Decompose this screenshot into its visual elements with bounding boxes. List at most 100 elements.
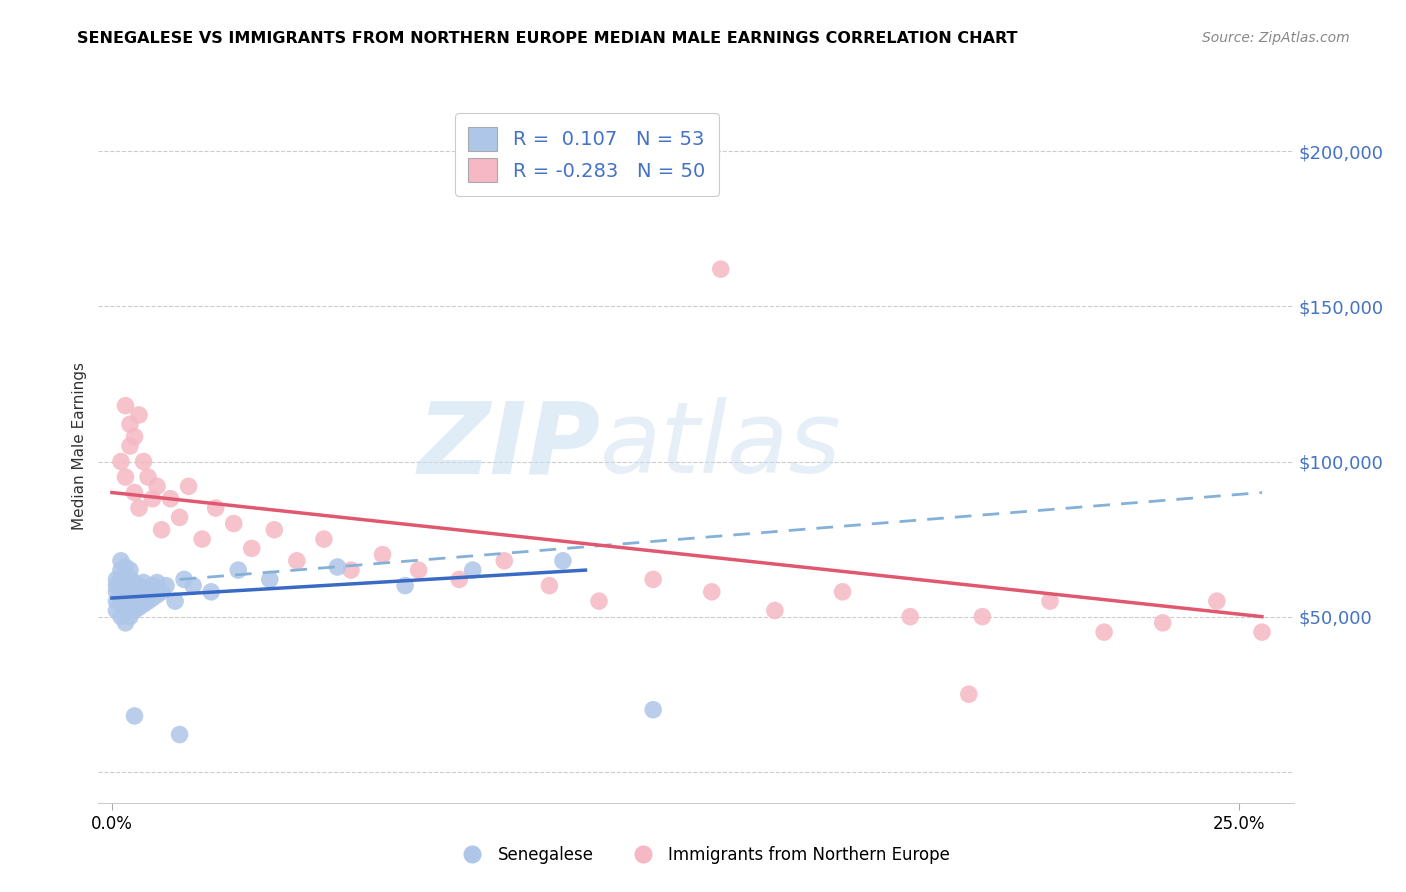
Point [118, 600, 141, 615]
Point [136, 582, 159, 596]
Point [226, 563, 249, 577]
Point [118, 591, 141, 605]
Point [972, 609, 994, 624]
Point [1205, 594, 1227, 608]
Text: atlas: atlas [600, 398, 842, 494]
Point [114, 584, 136, 599]
Point [408, 563, 430, 577]
Point [136, 594, 159, 608]
Point [173, 573, 195, 587]
Point [114, 579, 136, 593]
Point [124, 594, 146, 608]
Point [169, 510, 191, 524]
Point [118, 417, 141, 432]
Point [222, 516, 245, 531]
Point [118, 439, 141, 453]
Text: SENEGALESE VS IMMIGRANTS FROM NORTHERN EUROPE MEDIAN MALE EARNINGS CORRELATION C: SENEGALESE VS IMMIGRANTS FROM NORTHERN E… [77, 31, 1018, 46]
Point [124, 584, 146, 599]
Point [110, 563, 132, 577]
Point [110, 594, 132, 608]
Point [110, 454, 132, 468]
Text: ZIP: ZIP [418, 398, 600, 494]
Point [1092, 625, 1115, 640]
Point [643, 573, 665, 587]
Point [114, 560, 136, 574]
Point [150, 523, 173, 537]
Point [461, 563, 484, 577]
Point [132, 454, 155, 468]
Point [141, 579, 163, 593]
Point [110, 573, 132, 587]
Point [128, 579, 150, 593]
Point [957, 687, 980, 701]
Point [181, 579, 204, 593]
Legend: Senegalese, Immigrants from Northern Europe: Senegalese, Immigrants from Northern Eur… [449, 839, 957, 871]
Point [146, 479, 169, 493]
Point [394, 579, 416, 593]
Point [124, 430, 146, 444]
Point [110, 584, 132, 599]
Point [494, 554, 516, 568]
Point [114, 470, 136, 484]
Point [763, 603, 786, 617]
Point [114, 615, 136, 630]
Point [124, 485, 146, 500]
Point [643, 703, 665, 717]
Point [240, 541, 263, 556]
Point [285, 554, 308, 568]
Point [169, 727, 191, 741]
Point [1152, 615, 1174, 630]
Point [128, 591, 150, 605]
Point [118, 563, 141, 577]
Point [259, 573, 281, 587]
Point [128, 408, 150, 422]
Point [263, 523, 285, 537]
Text: Source: ZipAtlas.com: Source: ZipAtlas.com [1202, 31, 1350, 45]
Point [105, 594, 128, 608]
Point [191, 532, 214, 546]
Point [340, 563, 363, 577]
Point [105, 579, 128, 593]
Point [124, 709, 146, 723]
Point [110, 609, 132, 624]
Point [118, 582, 141, 596]
Point [132, 597, 155, 611]
Point [114, 594, 136, 608]
Point [1251, 625, 1274, 640]
Point [551, 554, 574, 568]
Point [710, 262, 733, 277]
Point [136, 470, 159, 484]
Point [146, 588, 169, 602]
Point [700, 584, 723, 599]
Y-axis label: Median Male Earnings: Median Male Earnings [72, 362, 87, 530]
Point [538, 579, 561, 593]
Point [449, 573, 471, 587]
Point [105, 584, 128, 599]
Point [118, 609, 141, 624]
Point [588, 594, 610, 608]
Point [1039, 594, 1062, 608]
Point [898, 609, 921, 624]
Point [200, 584, 222, 599]
Point [312, 532, 335, 546]
Point [128, 501, 150, 516]
Point [110, 554, 132, 568]
Point [124, 603, 146, 617]
Point [114, 399, 136, 413]
Point [141, 591, 163, 605]
Point [831, 584, 853, 599]
Point [124, 575, 146, 590]
Point [159, 491, 181, 506]
Point [371, 548, 394, 562]
Point [155, 579, 177, 593]
Point [128, 600, 150, 615]
Point [105, 603, 128, 617]
Point [141, 491, 163, 506]
Point [204, 501, 226, 516]
Point [132, 588, 155, 602]
Point [150, 584, 173, 599]
Point [132, 575, 155, 590]
Point [326, 560, 349, 574]
Point [177, 479, 200, 493]
Legend: R =  0.107   N = 53, R = -0.283   N = 50: R = 0.107 N = 53, R = -0.283 N = 50 [454, 113, 718, 195]
